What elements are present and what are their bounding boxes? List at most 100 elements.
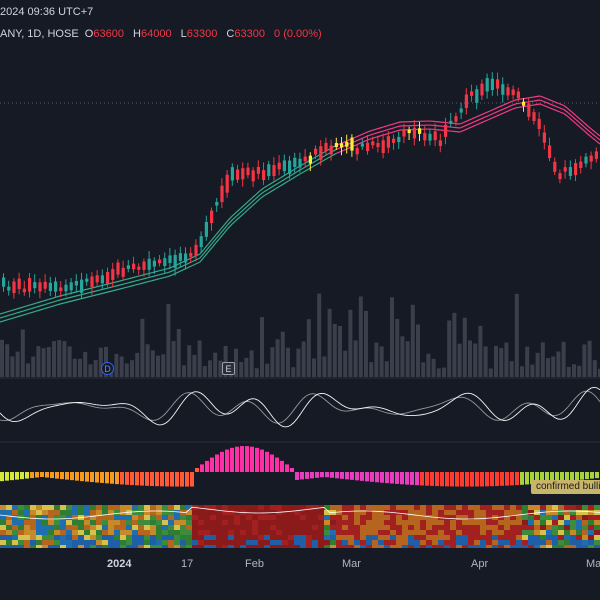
heatmap-cell [96, 540, 102, 545]
ribbon-line [595, 140, 600, 145]
candle-body [220, 185, 224, 203]
heatmap-cell [330, 545, 336, 550]
histogram-bar [310, 472, 314, 479]
heatmap-cell [294, 535, 300, 540]
volume-bar [36, 346, 41, 377]
heatmap-cell [498, 525, 504, 530]
heatmap-cell [348, 535, 354, 540]
ribbon-line [47, 297, 53, 301]
histogram-bar [0, 472, 4, 482]
ribbon-line [27, 307, 33, 311]
heatmap-cell [102, 520, 108, 525]
volume-bar [5, 344, 10, 377]
heatmap-cell [60, 520, 66, 525]
volume-bar [93, 360, 98, 377]
heatmap-cell [354, 540, 360, 545]
heatmap-cell [174, 545, 180, 550]
candle-body [158, 259, 162, 264]
ribbon-line [383, 125, 389, 128]
ribbon-line [15, 307, 21, 310]
ribbon-line [503, 110, 509, 114]
ribbon-line [343, 147, 349, 151]
time-axis[interactable]: 2024 17 Feb Mar Apr Ma [0, 548, 600, 600]
heatmap-cell [420, 530, 426, 535]
volume-bar [488, 368, 493, 377]
candle-body [542, 132, 546, 143]
heatmap-cell [210, 505, 216, 510]
earnings-marker-icon[interactable]: E [222, 362, 235, 375]
volume-bar [379, 346, 384, 377]
histogram-bar [125, 472, 129, 485]
ribbon-line [87, 291, 93, 294]
heatmap-cell [456, 520, 462, 525]
heatmap-cell [528, 510, 534, 515]
heatmap-cell [138, 525, 144, 530]
heatmap-cell [420, 510, 426, 515]
dividend-marker-icon[interactable]: D [101, 362, 114, 375]
open-value: 63600 [93, 28, 124, 40]
ribbon-line [107, 290, 113, 293]
heatmap-cell [462, 510, 468, 515]
heatmap-cell [108, 545, 114, 550]
ribbon-line [567, 116, 573, 121]
heatmap-cell [174, 515, 180, 520]
heatmap-cell [330, 505, 336, 510]
ribbon-line [83, 292, 89, 295]
heatmap-cell [528, 540, 534, 545]
volume-bar [72, 358, 77, 377]
heatmap-cell [270, 525, 276, 530]
heatmap-cell [36, 545, 42, 550]
ribbon-line [387, 123, 393, 127]
heatmap-cell [336, 535, 342, 540]
ribbon-line [371, 132, 377, 135]
ribbon-line [467, 122, 473, 126]
heatmap-cell [96, 535, 102, 540]
volume-bar [520, 366, 524, 377]
heatmap-cell [402, 530, 408, 535]
heatmap-cell [330, 520, 336, 525]
heatmap-cell [270, 515, 276, 520]
candle-body [178, 253, 182, 261]
ribbon-line [475, 114, 481, 118]
heatmap-cell [264, 545, 270, 550]
ribbon-line [271, 188, 277, 192]
ribbon-line [123, 286, 129, 289]
heatmap-cell [114, 525, 120, 530]
heatmap-cell [402, 525, 408, 530]
ribbon-line [87, 287, 93, 290]
heatmap-cell [300, 535, 306, 540]
heatmap-cell [552, 505, 558, 510]
ribbon-line [135, 275, 141, 278]
histogram-bar [30, 472, 34, 479]
heatmap-cell [36, 510, 42, 515]
heatmap-cell [360, 520, 366, 525]
heatmap-cell [36, 515, 42, 520]
heatmap-cell [528, 520, 534, 525]
heatmap-cell [318, 545, 324, 550]
histogram-bar [110, 472, 114, 484]
heatmap-cell [300, 505, 306, 510]
ribbon-line [59, 298, 65, 301]
heatmap-cell [414, 530, 420, 535]
heatmap-cell [168, 505, 174, 510]
heatmap-cell [114, 515, 120, 520]
heatmap-cell [582, 530, 588, 535]
histogram-bar [380, 472, 384, 483]
candle-body [251, 170, 255, 182]
heatmap-cell [234, 535, 240, 540]
heatmap-cell [36, 525, 42, 530]
ribbon-line [499, 108, 505, 112]
histogram-bar [390, 472, 394, 484]
heatmap-cell [420, 520, 426, 525]
heatmap-cell [78, 525, 84, 530]
histogram-bar [530, 472, 534, 485]
ribbon-line [531, 100, 537, 102]
heatmap-cell [414, 540, 420, 545]
heatmap-cell [324, 535, 330, 540]
heatmap-cell [96, 525, 102, 530]
histogram-bar [560, 472, 564, 482]
heatmap-cell [114, 530, 120, 535]
heatmap-cell [162, 545, 168, 550]
axis-label-may: Ma [586, 558, 600, 570]
